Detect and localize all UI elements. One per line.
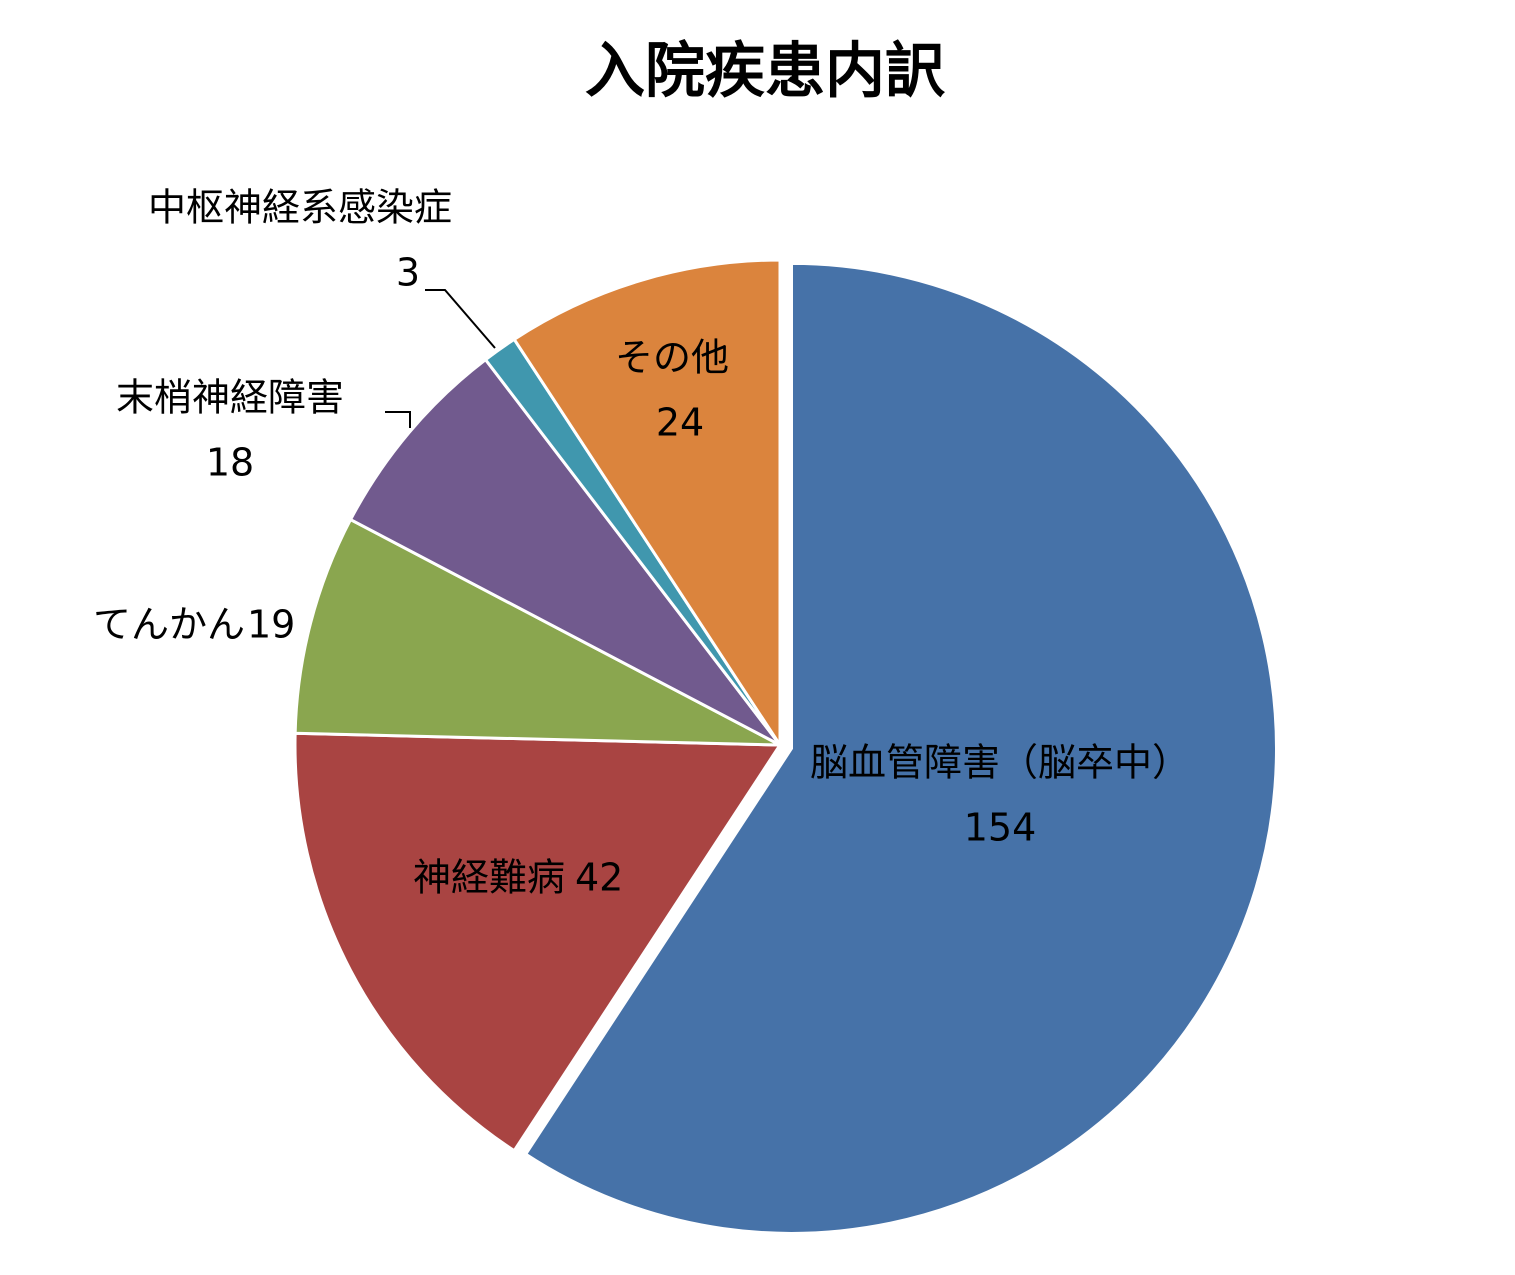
value-label: 3 (396, 251, 420, 295)
value-label: 24 (656, 401, 704, 445)
slice-label: その他 (615, 336, 729, 380)
chart-title: 入院疾患内訳 (585, 37, 946, 107)
pie-slice (293, 731, 783, 1153)
slice-label: 脳血管障害（脳卒中） (810, 741, 1190, 785)
slice-label: 末梢神経障害 (116, 376, 344, 420)
leader-line (425, 289, 496, 349)
slice-label: てんかん (93, 603, 245, 647)
value-label: 42 (575, 856, 623, 900)
pie-slice (348, 357, 782, 747)
value-label: 19 (247, 603, 295, 647)
pie-slice (523, 261, 1278, 1235)
leader-line (385, 411, 411, 428)
pie-slice (512, 258, 782, 751)
value-label: 18 (206, 441, 254, 485)
slice-label: 神経難病 (413, 856, 565, 900)
slice-label: 中枢神経系感染症 (148, 186, 452, 230)
value-label: 154 (964, 806, 1037, 850)
pie-slice (293, 517, 781, 747)
